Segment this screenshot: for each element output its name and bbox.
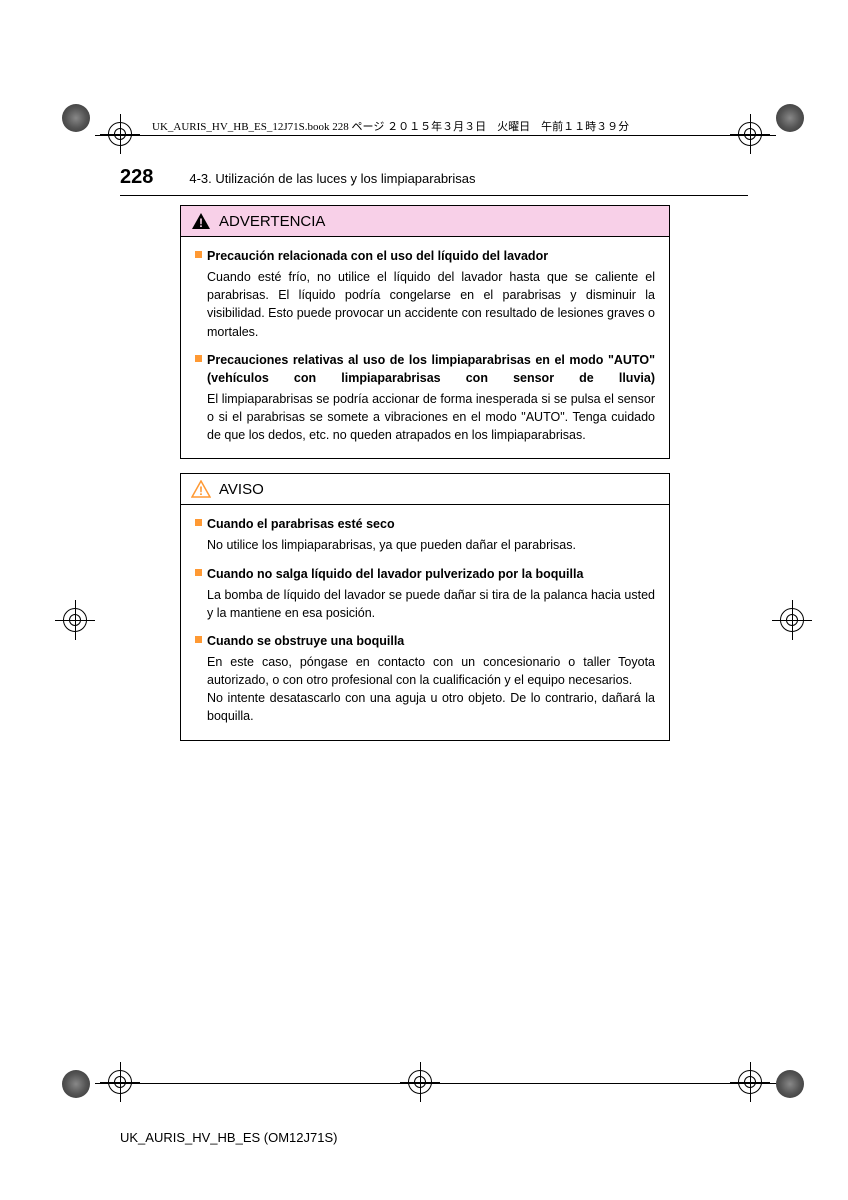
warning-item: Precaución relacionada con el uso del lí… [195,247,655,341]
registration-mark [730,1062,770,1102]
notice-item-title: Cuando no salga líquido del lavador pulv… [195,565,655,583]
page-content: ! ADVERTENCIA Precaución relacionada con… [180,205,670,755]
crop-mark-bottom-left [58,1066,94,1102]
notice-box-title: AVISO [219,481,264,498]
notice-item-title: Cuando el parabrisas esté seco [195,515,655,533]
page-header: 228 4-3. Utilización de las luces y los … [120,166,748,196]
crop-mark-bottom-right [772,1066,808,1102]
svg-text:!: ! [199,484,203,498]
registration-mark [100,114,140,154]
crop-mark-top-left [58,100,94,136]
bottom-rule [95,1083,776,1084]
notice-item: Cuando se obstruye una boquilla En este … [195,632,655,726]
page-number: 228 [120,166,153,189]
warning-item-title: Precaución relacionada con el uso del lí… [195,247,655,265]
notice-item: Cuando el parabrisas esté seco No utilic… [195,515,655,554]
warning-item: Precauciones relativas al uso de los lim… [195,351,655,445]
registration-mark [55,600,95,640]
warning-item-title: Precauciones relativas al uso de los lim… [195,351,655,387]
notice-box-body: Cuando el parabrisas esté seco No utilic… [181,505,669,739]
registration-mark [772,600,812,640]
warning-box-header: ! ADVERTENCIA [181,206,669,237]
warning-box: ! ADVERTENCIA Precaución relacionada con… [180,205,670,459]
notice-item-title: Cuando se obstruye una boquilla [195,632,655,650]
notice-box: ! AVISO Cuando el parabrisas esté seco N… [180,473,670,740]
crop-mark-top-right [772,100,808,136]
footer-code: UK_AURIS_HV_HB_ES (OM12J71S) [120,1130,337,1145]
section-title: 4-3. Utilización de las luces y los limp… [189,171,475,186]
registration-mark [730,114,770,154]
warning-item-body: Cuando esté frío, no utilice el líquido … [195,268,655,341]
notice-box-header: ! AVISO [181,474,669,505]
registration-mark [100,1062,140,1102]
warning-box-body: Precaución relacionada con el uso del lí… [181,237,669,458]
top-rule [95,135,776,136]
notice-item-body: En este caso, póngase en contacto con un… [195,653,655,726]
warning-box-title: ADVERTENCIA [219,213,325,230]
notice-item-body: La bomba de líquido del lavador se puede… [195,586,655,622]
svg-text:!: ! [199,216,203,230]
book-metadata: UK_AURIS_HV_HB_ES_12J71S.book 228 ページ ２０… [152,118,629,134]
notice-item-body: No utilice los limpiaparabrisas, ya que … [195,536,655,554]
notice-item: Cuando no salga líquido del lavador pulv… [195,565,655,622]
registration-mark [400,1062,440,1102]
warning-item-body: El limpiaparabrisas se podría accionar d… [195,390,655,444]
notice-triangle-icon: ! [191,480,211,498]
warning-triangle-icon: ! [191,212,211,230]
